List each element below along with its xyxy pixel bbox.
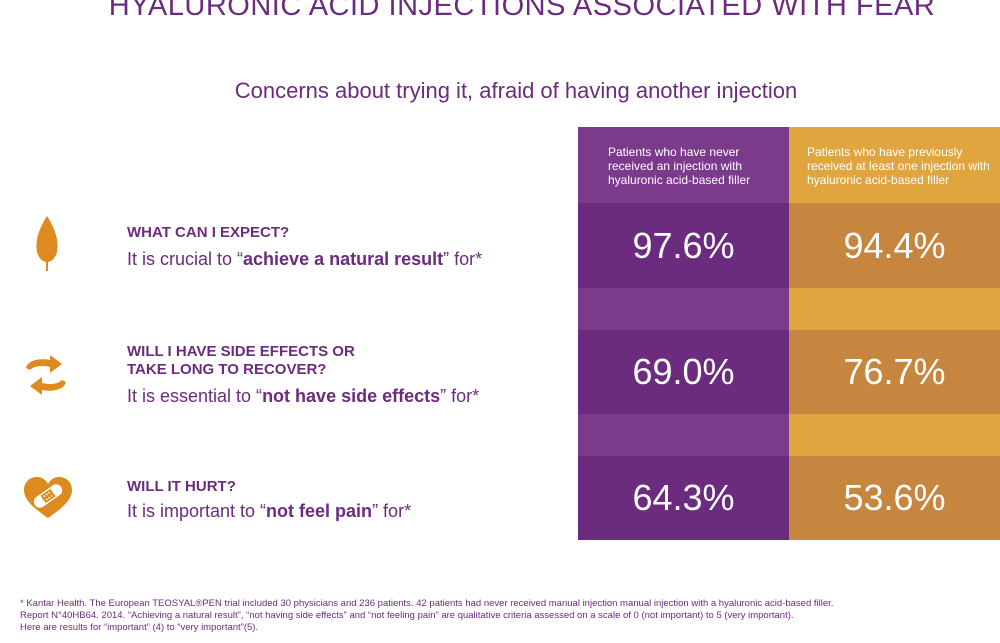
page-title: HYALURONIC ACID INJECTIONS ASSOCIATED WI… — [108, 0, 936, 22]
statement-natural-result: It is crucial to “achieve a natural resu… — [127, 249, 483, 269]
value-never-side-effects: 69.0% — [578, 330, 789, 414]
footnote: * Kantar Health. The European TEOSYAL®PE… — [20, 598, 834, 633]
spacer-band-previous — [789, 414, 1000, 456]
value-previous-side-effects: 76.7% — [789, 330, 1000, 414]
value-never-natural-result: 97.6% — [578, 203, 789, 288]
spacer-band-never — [578, 414, 789, 456]
question-expect: WHAT CAN I EXPECT? — [127, 224, 290, 241]
spacer-band-never — [578, 288, 789, 330]
value-never-pain: 64.3% — [578, 456, 789, 540]
recycle-arrows-icon — [20, 354, 72, 401]
question-hurt: WILL IT HURT? — [127, 478, 236, 495]
question-side-effects: WILL I HAVE SIDE EFFECTS OR TAKE LONG TO … — [127, 343, 355, 378]
statement-pain: It is important to “not feel pain” for* — [127, 501, 412, 521]
leaf-icon — [34, 214, 60, 279]
column-header-never: Patients who have never received an inje… — [578, 127, 789, 203]
page-subtitle: Concerns about trying it, afraid of havi… — [234, 78, 798, 103]
column-header-previous: Patients who have previously received at… — [789, 127, 1000, 203]
spacer-band-previous — [789, 288, 1000, 330]
statement-side-effects: It is essential to “not have side effect… — [127, 386, 480, 406]
bandaged-heart-icon — [22, 476, 74, 525]
value-previous-pain: 53.6% — [789, 456, 1000, 540]
value-previous-natural-result: 94.4% — [789, 203, 1000, 288]
